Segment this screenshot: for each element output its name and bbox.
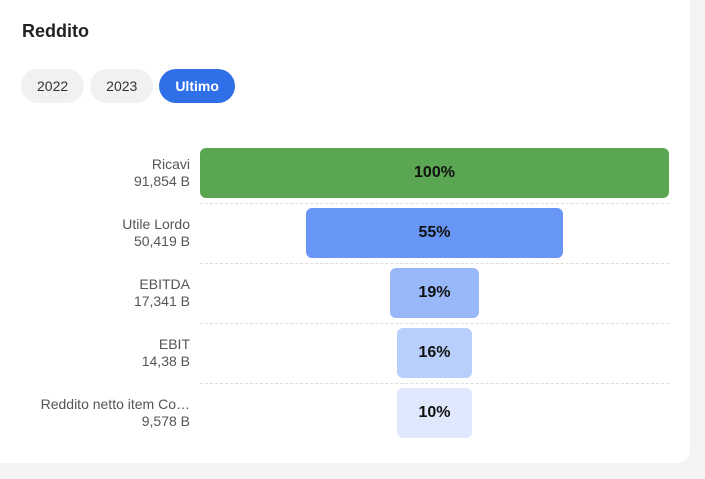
tab-2022[interactable]: 2022 [21,69,85,103]
row-value: 9,578 B [141,413,190,429]
row-category: EBIT [158,336,190,352]
row-category: Reddito netto item Co… [40,396,190,412]
row-label: EBIT 14,38 B [10,336,190,370]
funnel-chart: Ricavi 91,854 B 100% Utile Lordo 50,419 B 55%… [10,148,669,438]
row-separator [200,383,669,384]
row-separator [200,263,669,264]
funnel-bar[interactable]: 16% [396,328,472,378]
card-title: Reddito [22,21,89,41]
row-separator [200,203,669,204]
row-label: EBITDA 17,341 B [10,276,190,310]
row-label: Ricavi 91,854 B [10,156,190,190]
funnel-bar[interactable]: 100% [200,148,669,198]
funnel-bar[interactable]: 19% [389,268,480,318]
funnel-bar[interactable]: 55% [305,208,564,258]
row-category: EBITDA [139,276,190,292]
row-category: Utile Lordo [122,216,190,232]
row-separator [200,323,669,324]
income-card: Reddito 2022 2023 Ultimo Ricavi 91,854 B 1… [0,0,690,463]
funnel-bar[interactable]: 10% [397,388,472,438]
row-category: Ricavi [151,156,190,172]
row-value: 17,341 B [133,293,190,309]
row-label: Reddito netto item Co… 9,578 B [10,396,190,430]
page-background [0,463,705,479]
row-value: 14,38 B [141,353,190,369]
row-value: 91,854 B [133,173,190,189]
tab-ultimo[interactable]: Ultimo [159,69,235,103]
period-tabs: 2022 2023 Ultimo [21,69,235,103]
row-label: Utile Lordo 50,419 B [10,216,190,250]
tab-2023[interactable]: 2023 [90,69,154,103]
row-value: 50,419 B [133,233,190,249]
